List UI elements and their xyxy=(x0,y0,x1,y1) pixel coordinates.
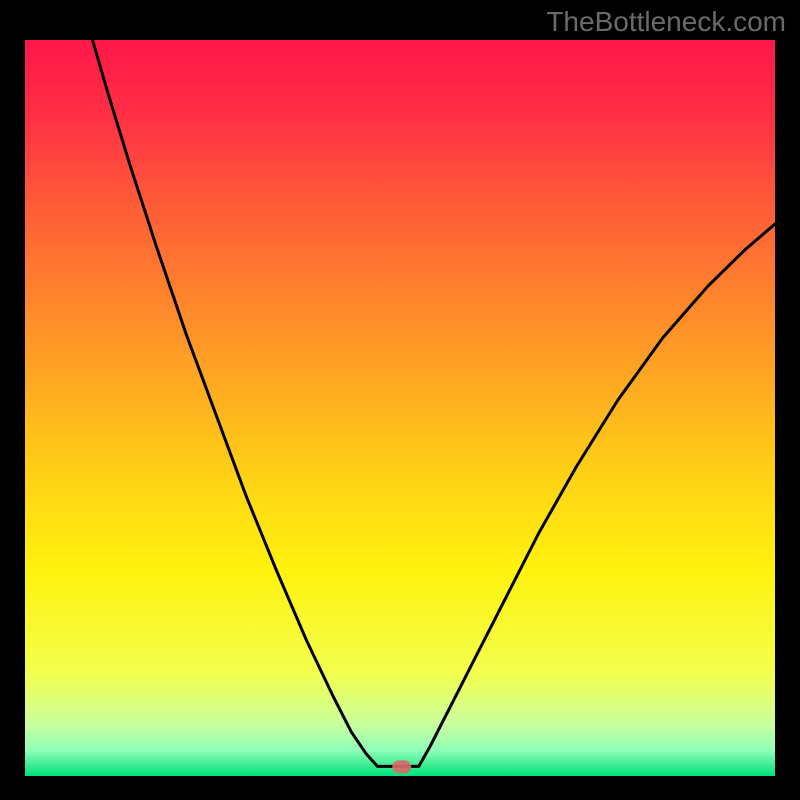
optimal-point-marker xyxy=(392,761,412,774)
gradient-background xyxy=(25,40,775,776)
bottleneck-chart xyxy=(25,40,775,776)
watermark-text: TheBottleneck.com xyxy=(546,6,786,38)
chart-frame: TheBottleneck.com xyxy=(0,0,800,800)
